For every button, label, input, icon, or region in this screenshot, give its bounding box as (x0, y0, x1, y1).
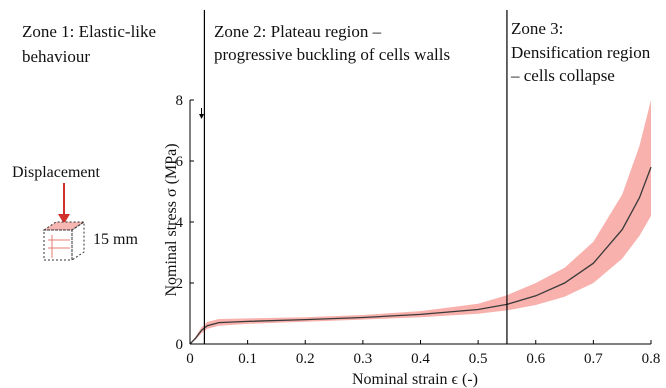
cube-front-face (43, 229, 73, 261)
y-tick-label: 2 (176, 276, 184, 292)
displacement-label: Displacement (12, 164, 101, 181)
x-axis-title: Nominal strain ϵ (-) (352, 371, 478, 388)
size-label: 15 mm (93, 231, 138, 248)
y-tick-label: 6 (176, 154, 184, 170)
zone2-title: Zone 2: Plateau region – (214, 22, 382, 41)
zone3-title: Zone 3: (511, 19, 563, 38)
series-band (190, 100, 651, 344)
zone2-subtitle: progressive buckling of cells walls (214, 45, 450, 64)
x-tick-label: 0 (186, 351, 194, 367)
x-tick-label: 0.5 (469, 351, 488, 367)
band-layer (190, 100, 651, 344)
zone3-line3: – cells collapse (510, 66, 615, 85)
cube-top-face (42, 221, 86, 231)
y-axis-title: Nominal stress σ (MPa) (163, 143, 180, 296)
x-tick-label: 0.2 (296, 351, 315, 367)
zone1-subtitle: behaviour (22, 47, 90, 66)
y-tick-label: 4 (176, 215, 184, 231)
y-tick-label: 0 (176, 337, 184, 353)
y-tick-label: 8 (176, 93, 184, 109)
x-tick-label: 0.6 (526, 351, 545, 367)
x-tick-label: 0.7 (584, 351, 603, 367)
marker-arrowhead-icon (199, 114, 205, 119)
tick-layer: 0 0.1 0.2 0.3 0.4 0.5 0.6 0.7 0.8 0 2 4 6 8 (176, 93, 661, 367)
specimen-illustration: Displacement 15 mm (12, 164, 138, 261)
zone3-line2: Densification region (511, 43, 651, 62)
series-line (189, 166, 652, 345)
displacement-arrowhead-icon (58, 214, 70, 224)
zone1-title: Zone 1: Elastic-like (22, 22, 156, 41)
x-tick-label: 0.8 (642, 351, 661, 367)
line-layer (189, 166, 652, 345)
x-tick-label: 0.1 (238, 351, 257, 367)
x-tick-label: 0.3 (354, 351, 373, 367)
boundary-layer (199, 10, 508, 344)
x-tick-label: 0.4 (411, 351, 430, 367)
axes-layer (189, 100, 651, 345)
cube-side-face (71, 221, 85, 261)
